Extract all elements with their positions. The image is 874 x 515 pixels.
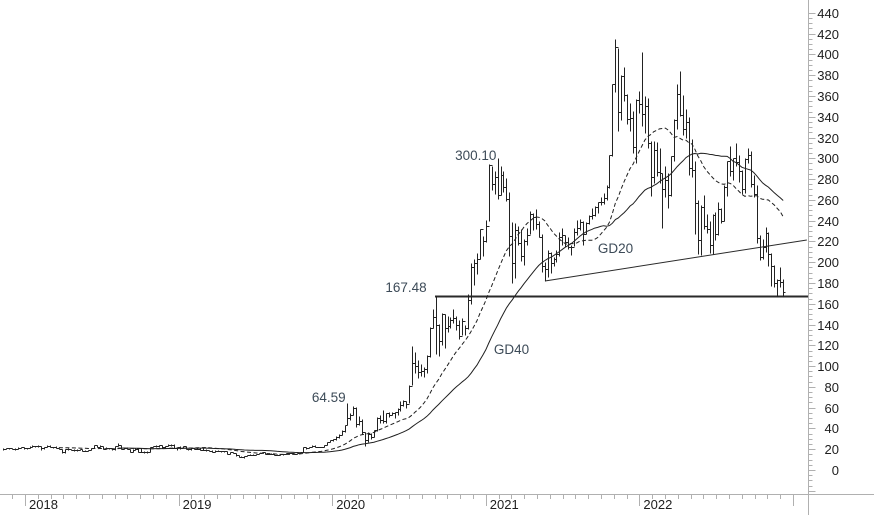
x-axis-year-label: 2021 — [490, 497, 519, 512]
annotation-gd20-label: GD20 — [598, 241, 633, 256]
annotation-support-167: 167.48 — [385, 280, 426, 295]
annotation-peak-300: 300.10 — [455, 148, 496, 163]
rising-trendline — [544, 239, 807, 282]
y-axis-tick-label: 200 — [817, 255, 839, 270]
y-axis-tick-label: 80 — [825, 380, 839, 395]
y-axis-tick-label: 60 — [825, 401, 839, 416]
y-axis-tick-label: 380 — [817, 68, 839, 83]
y-axis-tick-label: 300 — [817, 151, 839, 166]
y-axis-tick-label: 220 — [817, 234, 839, 249]
annotation-peak-64: 64.59 — [312, 390, 346, 405]
y-axis-tick-label: 140 — [817, 318, 839, 333]
y-axis-tick-label: 260 — [817, 193, 839, 208]
ma-gd40-path — [117, 152, 784, 454]
y-axis-tick-label: 340 — [817, 110, 839, 125]
y-axis-tick-label: 440 — [817, 6, 839, 21]
ma-gd20-path — [58, 127, 784, 455]
y-axis-tick-label: 0 — [832, 463, 839, 478]
chart-annotations: 300.10 167.48 64.59 GD20 GD40 — [312, 148, 633, 405]
x-axis-year-label: 2019 — [183, 497, 212, 512]
y-axis-tick-label: 40 — [825, 421, 839, 436]
gd20-moving-average-line — [58, 127, 784, 455]
x-axis-year-label: 2022 — [643, 497, 672, 512]
x-axis-year-label: 2018 — [29, 497, 58, 512]
y-axis-tick-label: 420 — [817, 27, 839, 42]
y-axis-tick-label: 280 — [817, 172, 839, 187]
y-axis-tick-label: 400 — [817, 47, 839, 62]
ohlc-price-series — [3, 39, 786, 459]
y-axis-tick-label: 160 — [817, 297, 839, 312]
ohlc-bars-path — [3, 39, 786, 459]
y-axis-tick-label: 240 — [817, 214, 839, 229]
y-axis-tick-label: 360 — [817, 89, 839, 104]
y-axis-tick-label: 100 — [817, 359, 839, 374]
y-axis-tick-label: 180 — [817, 276, 839, 291]
y-axis-tick-label: 20 — [825, 442, 839, 457]
gd40-moving-average-line — [117, 152, 784, 454]
y-axis-tick-label: 320 — [817, 131, 839, 146]
x-axis-year-label: 2020 — [336, 497, 365, 512]
annotation-gd40-label: GD40 — [494, 342, 529, 357]
y-axis-tick-label: 120 — [817, 338, 839, 353]
